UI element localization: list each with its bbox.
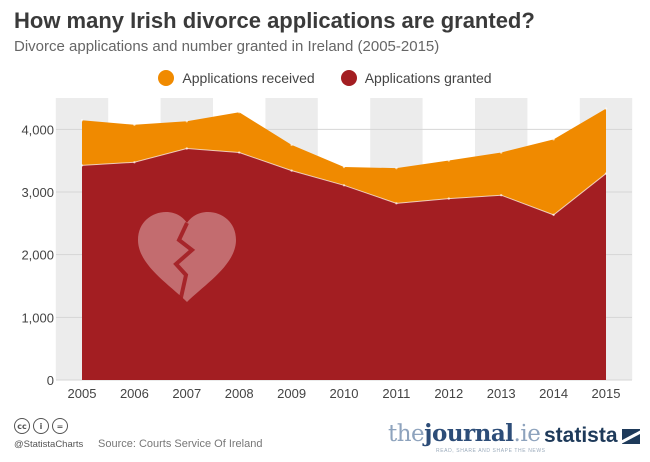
x-tick-label: 2008 xyxy=(225,386,254,401)
y-tick-label: 1,000 xyxy=(21,310,54,325)
y-tick-label: 4,000 xyxy=(21,122,54,137)
attribution-icon: i xyxy=(33,418,49,434)
journal-tagline: READ, SHARE AND SHAPE THE NEWS xyxy=(436,448,546,454)
legend-swatch-granted xyxy=(340,70,357,86)
thejournal-logo[interactable]: thejournal.ie xyxy=(388,420,541,447)
statista-wordmark: statista xyxy=(544,424,618,447)
legend-swatch-received xyxy=(158,70,175,86)
granted-line xyxy=(81,148,607,216)
no-derivatives-icon: = xyxy=(52,418,68,434)
data-point-received xyxy=(604,107,608,110)
data-point-received xyxy=(395,166,398,170)
y-tick-label: 0 xyxy=(47,373,54,388)
y-tick-label: 3,000 xyxy=(21,185,54,200)
data-point-received xyxy=(447,159,450,162)
x-tick-label: 2013 xyxy=(487,386,516,401)
x-tick-label: 2005 xyxy=(68,386,97,401)
data-point-received xyxy=(185,120,188,123)
journal-logo-journal: journal xyxy=(424,420,514,447)
chart-title: How many Irish divorce applications are … xyxy=(14,8,535,33)
area-chart: 0 1,000 2,000 3,000 4,000 2005 2006 2007 2008 200… xyxy=(21,98,633,401)
source-note: Source: Courts Service Of Ireland xyxy=(98,438,263,450)
legend: Applications received Applications grant… xyxy=(0,70,650,86)
data-point-received xyxy=(552,138,555,141)
data-point-received xyxy=(80,119,84,122)
x-tick-label: 2015 xyxy=(592,386,621,401)
data-point-received xyxy=(133,123,136,126)
legend-label-received: Applications received xyxy=(182,70,315,86)
journal-logo-ie: .ie xyxy=(513,421,541,447)
journal-logo-the: the xyxy=(388,421,425,447)
creative-commons-icon: cc xyxy=(14,418,30,434)
statista-logo[interactable]: statista xyxy=(544,424,640,448)
data-point-received xyxy=(290,143,293,147)
license-icons: cc i = xyxy=(14,418,68,434)
y-tick-label: 2,000 xyxy=(21,248,54,263)
x-tick-label: 2012 xyxy=(434,386,463,401)
chart-subtitle: Divorce applications and number granted … xyxy=(14,38,440,55)
statista-flag-icon xyxy=(621,428,640,444)
x-tick-label: 2010 xyxy=(330,386,359,401)
data-point-received xyxy=(342,165,346,169)
data-point-received xyxy=(500,151,503,154)
heart-crack xyxy=(173,222,196,303)
legend-label-granted: Applications granted xyxy=(364,70,492,86)
statista-handle[interactable]: @StatistaCharts xyxy=(14,439,84,450)
x-tick-label: 2006 xyxy=(120,386,149,401)
x-tick-label: 2009 xyxy=(277,386,306,401)
x-tick-label: 2014 xyxy=(539,386,568,401)
legend-item-granted: Applications granted xyxy=(340,70,492,86)
footer: cc i = @StatistaCharts Source: Courts Se… xyxy=(14,418,640,458)
x-tick-label: 2011 xyxy=(382,386,410,401)
area-applications-granted xyxy=(82,148,606,380)
legend-item-received: Applications received xyxy=(158,70,315,86)
x-tick-label: 2007 xyxy=(172,386,201,401)
data-point-received xyxy=(238,111,241,114)
